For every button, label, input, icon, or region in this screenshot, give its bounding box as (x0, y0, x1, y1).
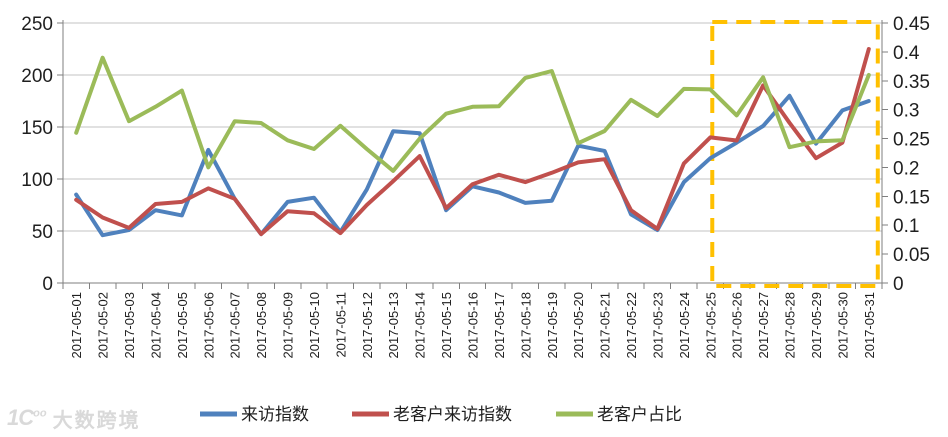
right-axis-label: 0.05 (893, 245, 930, 266)
legend-item-visit-index: 来访指数 (200, 405, 309, 424)
x-axis-date-label: 2017-05-16 (466, 292, 481, 359)
left-axis-label: 50 (32, 222, 53, 243)
legend: 来访指数 老客户来访指数 老客户占比 (200, 405, 682, 424)
x-axis-date-label: 2017-05-30 (835, 292, 850, 359)
x-axis-date-label: 2017-05-24 (677, 292, 692, 359)
left-axis-label: 250 (21, 14, 53, 35)
x-axis-date-label: 2017-05-25 (703, 292, 718, 359)
x-axis-date-label: 2017-05-10 (307, 292, 322, 359)
series-line-老客户来访指数 (74, 47, 871, 237)
x-axis-date-label: 2017-05-17 (492, 292, 507, 359)
legend-item-old-customer-ratio: 老客户占比 (556, 405, 682, 424)
watermark-text: 大数跨境 (52, 409, 141, 432)
x-axis-date-label: 2017-05-22 (624, 292, 639, 359)
x-axis-date-label: 2017-05-07 (228, 292, 243, 359)
x-axis-date-label: 2017-05-04 (148, 292, 163, 359)
right-axis-label: 0 (893, 274, 904, 295)
x-axis-date-label: 2017-05-23 (650, 292, 665, 359)
x-axis-date-label: 2017-05-11 (333, 292, 348, 358)
right-axis-label: 0.15 (893, 187, 930, 208)
x-axis-date-label: 2017-05-06 (201, 292, 216, 359)
plot-area: 0 50 100 150 200 250 0 0.05 0.1 0.15 0.2 0.25 0.3 0.3… (21, 14, 930, 359)
left-axis-label: 100 (21, 170, 53, 191)
x-axis-date-label: 2017-05-13 (386, 292, 401, 359)
x-axis-date-label: 2017-05-09 (281, 292, 296, 359)
x-axis-date-label: 2017-05-28 (783, 292, 798, 359)
x-axis-date-label: 2017-05-12 (360, 292, 375, 359)
x-axis-date-label: 2017-05-27 (756, 292, 771, 359)
right-axis-label: 0.3 (893, 101, 919, 122)
x-axis-date-label: 2017-05-21 (598, 292, 613, 359)
series-line-老客户占比 (74, 55, 871, 173)
left-axis-label: 0 (42, 274, 53, 295)
x-axis-date-label: 2017-05-26 (730, 292, 745, 359)
x-axis-date-label: 2017-05-19 (545, 292, 560, 359)
x-axis-date-label: 2017-05-18 (518, 292, 533, 359)
x-axis-date-label: 2017-05-14 (413, 292, 428, 359)
x-axis-date-label: 2017-05-02 (96, 292, 111, 359)
x-axis-date-label: 2017-05-03 (122, 292, 137, 359)
x-axis-date-label: 2017-05-20 (571, 292, 586, 359)
right-axis-label: 0.25 (893, 130, 930, 151)
legend-label: 老客户占比 (597, 405, 682, 424)
watermark: 1Coo 大数跨境 (7, 403, 141, 433)
x-axis-date-label: 2017-05-08 (254, 292, 269, 359)
right-axis-label: 0.1 (893, 216, 919, 237)
legend-item-old-customer-visit-index: 老客户来访指数 (352, 405, 512, 424)
x-axis-date-label: 2017-05-31 (862, 292, 877, 359)
left-axis-label: 150 (21, 118, 53, 139)
right-axis-label: 0.35 (893, 72, 930, 93)
x-axis-date-label: 2017-05-15 (439, 292, 454, 359)
x-axis-date-label: 2017-05-05 (175, 292, 190, 359)
legend-label: 老客户来访指数 (393, 405, 512, 424)
highlight-box (710, 20, 880, 288)
legend-label: 来访指数 (241, 405, 309, 424)
x-axis-date-label: 2017-05-29 (809, 292, 824, 359)
watermark-logo-icon: 1Coo (7, 405, 47, 430)
left-axis-label: 200 (21, 66, 53, 87)
right-axis-label: 0.45 (893, 14, 930, 35)
right-axis-label: 0.2 (893, 158, 919, 179)
right-axis-label: 0.4 (893, 43, 920, 64)
x-axis-date-label: 2017-05-01 (69, 292, 84, 359)
